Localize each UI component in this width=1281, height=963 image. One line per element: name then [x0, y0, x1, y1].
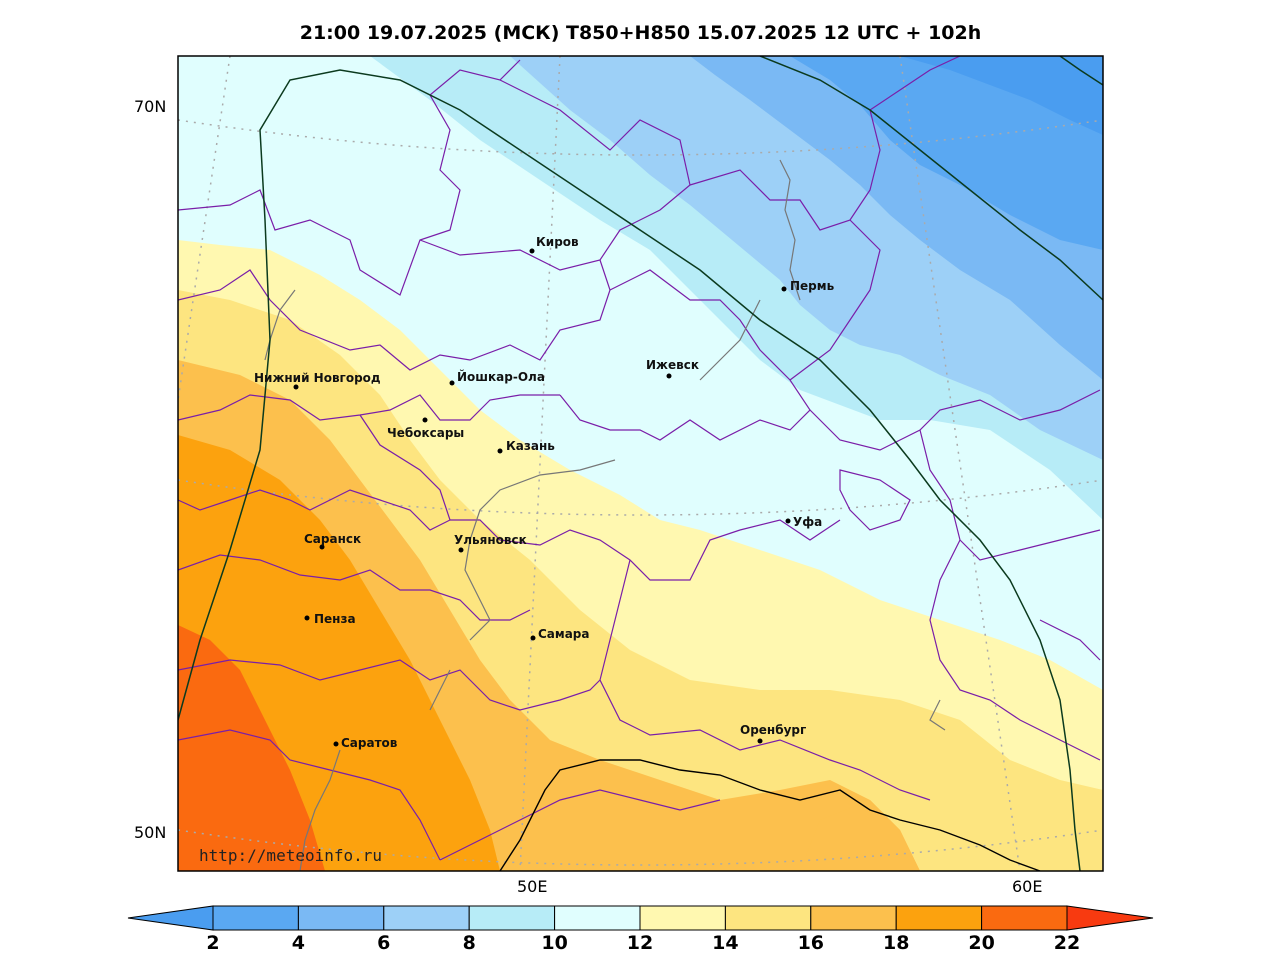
colorbar-arrow-high [1066, 905, 1154, 931]
city-label-kirov: Киров [536, 235, 579, 249]
city-dot-ufa [785, 518, 791, 524]
city-dot-yoshkar-ola [449, 380, 455, 386]
colorbar-segment [639, 905, 726, 931]
city-markers: Киров Пермь Нижний Новгород Йошкар-Ола И… [254, 235, 835, 750]
colorbar-segment [981, 905, 1068, 931]
city-label-ufa: Уфа [793, 515, 822, 529]
city-dot-orenburg [757, 738, 763, 744]
map-title: 21:00 19.07.2025 (МСК) T850+H850 15.07.2… [299, 22, 982, 44]
colorbar-tick-label: 16 [798, 932, 824, 954]
colorbar-tick-label: 8 [463, 932, 476, 954]
lat-label-70n: 70N [134, 97, 166, 116]
graticule [178, 56, 1103, 871]
colorbar-segment [895, 905, 983, 931]
colorbar-tick-label: 18 [883, 932, 909, 954]
city-dot-nizhny-novgorod [293, 384, 299, 390]
rivers [264, 159, 946, 871]
city-dot-kirov [529, 248, 535, 254]
colorbar-tick-label: 12 [627, 932, 653, 954]
city-dot-kazan [497, 448, 503, 454]
lon-label-50e: 50E [517, 877, 547, 896]
colorbar-tick-label: 6 [377, 932, 390, 954]
colorbar-segment [212, 905, 299, 931]
city-label-yoshkar-ola: Йошкар-Ола [457, 369, 545, 384]
colorbar-tick-label: 20 [968, 932, 994, 954]
colorbar-segment [297, 905, 385, 931]
city-dot-ulyanovsk [458, 547, 464, 553]
colorbar-segment [810, 905, 897, 931]
colorbar-arrow-low [127, 905, 214, 931]
colorbar-segment [383, 905, 470, 931]
colorbar-segment [554, 905, 641, 931]
map-frame [177, 55, 1104, 872]
map-fill-layer [178, 56, 1103, 871]
city-label-ulyanovsk: Ульяновск [454, 533, 527, 547]
lon-label-60e: 60E [1012, 877, 1042, 896]
lat-label-50n: 50N [134, 823, 166, 842]
colorbar-tick-label: 4 [292, 932, 305, 954]
city-dot-cheboksary [422, 417, 428, 423]
colorbar: 2 4 6 8 10 12 14 16 18 20 22 [127, 905, 1154, 954]
city-dot-saratov [333, 741, 339, 747]
city-label-kazan: Казань [506, 439, 555, 453]
city-label-cheboksary: Чебоксары [387, 426, 464, 440]
city-dot-izhevsk [666, 373, 672, 379]
city-label-nizhny-novgorod: Нижний Новгород [254, 371, 381, 385]
colorbar-tick-label: 10 [541, 932, 567, 954]
height-contours [178, 56, 1103, 871]
city-label-orenburg: Оренбург [740, 723, 806, 737]
city-label-saratov: Саратов [341, 736, 398, 750]
city-label-izhevsk: Ижевск [646, 358, 699, 372]
city-dot-samara [530, 635, 536, 641]
colorbar-tick-label: 2 [206, 932, 219, 954]
watermark: http://meteoinfo.ru [199, 846, 382, 865]
city-dot-penza [304, 615, 310, 621]
country-border [499, 759, 1041, 871]
city-label-penza: Пенза [314, 612, 356, 626]
city-label-samara: Самара [538, 627, 590, 641]
colorbar-tick-label: 14 [712, 932, 738, 954]
colorbar-segment [724, 905, 812, 931]
city-label-saransk: Саранск [304, 532, 361, 546]
region-borders [178, 56, 1101, 861]
city-dot-saransk [319, 544, 325, 550]
city-dot-perm [781, 286, 787, 292]
colorbar-segment [468, 905, 556, 931]
city-label-perm: Пермь [790, 279, 835, 293]
colorbar-tick-label: 22 [1054, 932, 1080, 954]
